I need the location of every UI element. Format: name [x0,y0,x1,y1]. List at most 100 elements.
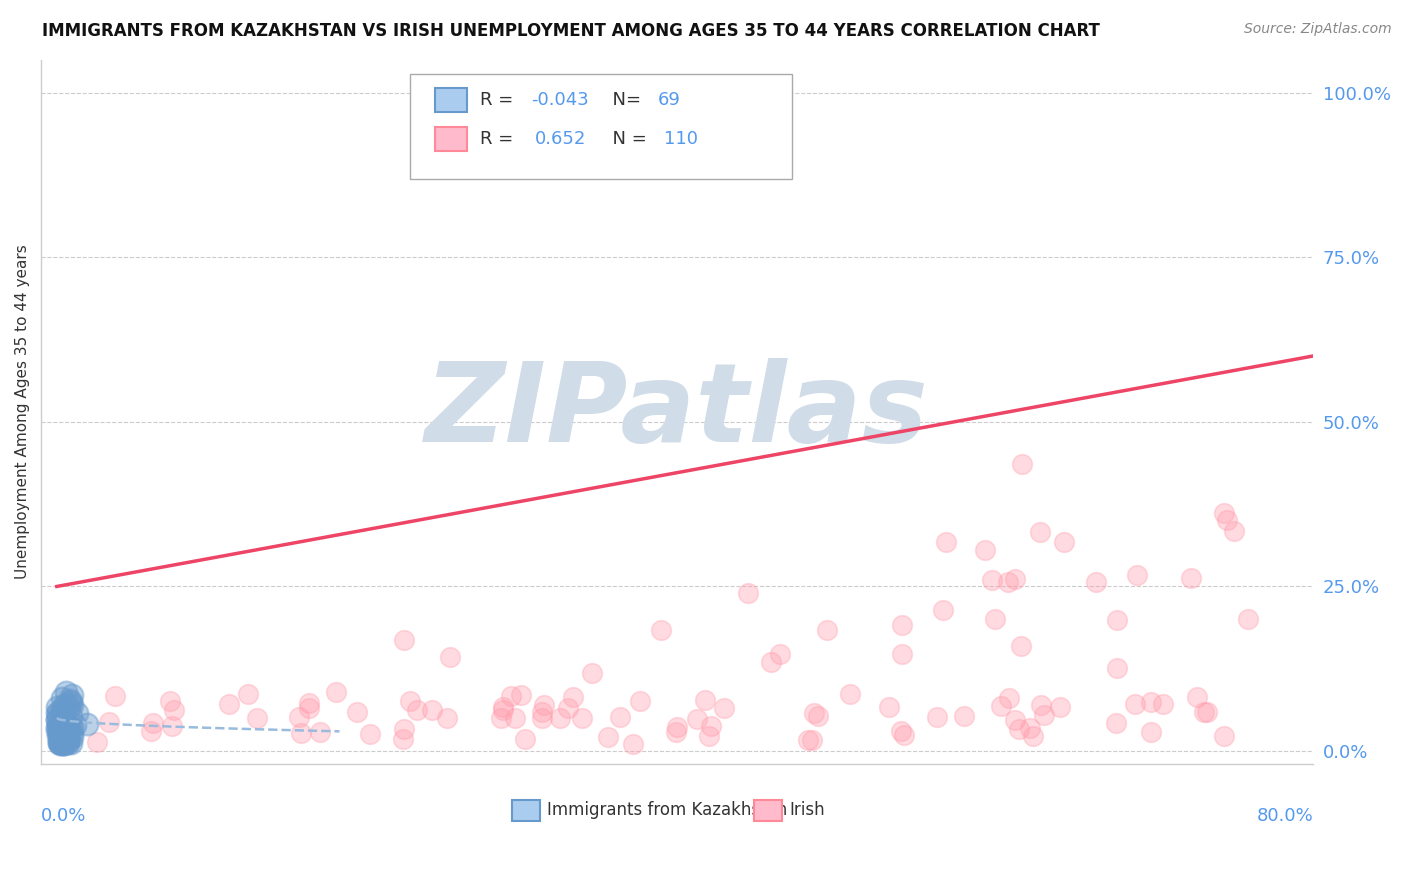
Point [530,711,553,725]
Point [934,535,956,549]
Point [51,690,73,705]
Point [53,734,76,748]
Point [51,737,73,751]
Point [49,720,72,734]
Point [1140,695,1163,709]
Text: 110: 110 [665,129,699,147]
Point [550,711,572,725]
Point [159,694,181,708]
Point [52,731,75,746]
Point [1197,706,1219,720]
Point [76,717,98,731]
Point [290,726,312,740]
Point [236,687,259,701]
Point [56,718,79,732]
Point [890,724,912,739]
Point [974,543,997,558]
Point [1140,725,1163,739]
Point [621,737,644,751]
Point [51,722,73,736]
Point [139,724,162,739]
Point [346,705,368,719]
Point [142,716,165,731]
Point [1152,697,1174,711]
Point [53,731,76,746]
Point [439,649,461,664]
Point [51,729,73,743]
Point [53,727,76,741]
Point [104,689,127,703]
Point [1180,571,1202,585]
Point [392,732,415,747]
Text: ZIPatlas: ZIPatlas [426,359,929,466]
Point [52,698,75,712]
Point [759,655,782,669]
Point [697,730,720,744]
Point [1212,730,1234,744]
Point [1029,698,1052,712]
Point [359,727,381,741]
Point [51,702,73,716]
Point [60,725,83,739]
Point [53,723,76,738]
Point [509,689,531,703]
Point [650,624,672,638]
Point [1126,568,1149,582]
Point [505,711,527,725]
Point [1237,612,1260,626]
Point [891,617,914,632]
Point [630,694,652,708]
Point [46,706,69,720]
Point [298,696,321,710]
Point [562,690,585,704]
Point [932,602,955,616]
Point [55,723,77,738]
Point [246,711,269,725]
Point [46,718,69,732]
Point [1223,524,1246,538]
Point [56,731,79,746]
Point [49,729,72,743]
Point [398,694,420,708]
Point [52,737,75,751]
Point [686,713,709,727]
Point [59,693,82,707]
Text: N =: N = [600,129,652,147]
Point [52,734,75,748]
FancyBboxPatch shape [436,87,467,112]
Point [58,722,80,736]
Point [62,688,84,702]
Point [492,699,515,714]
Text: Source: ZipAtlas.com: Source: ZipAtlas.com [1244,22,1392,37]
Point [59,736,82,750]
Y-axis label: Unemployment Among Ages 35 to 44 years: Unemployment Among Ages 35 to 44 years [15,244,30,579]
Point [406,703,429,717]
Point [1125,697,1147,711]
Point [53,737,76,751]
Point [797,733,820,747]
Point [394,632,416,647]
Point [700,719,723,733]
Point [63,718,86,732]
Point [499,690,522,704]
Point [737,586,759,600]
Point [1213,506,1236,520]
Point [1216,512,1239,526]
Point [806,708,828,723]
Point [49,726,72,740]
Point [288,710,311,724]
Point [58,732,80,747]
Point [893,728,915,742]
Point [51,712,73,726]
Point [1022,729,1045,743]
Point [769,647,792,661]
Point [1049,700,1071,714]
Point [803,706,825,720]
Text: -0.043: -0.043 [531,91,589,109]
Point [1105,613,1128,627]
Point [581,666,603,681]
Point [46,723,69,737]
FancyBboxPatch shape [512,799,540,821]
Point [665,720,688,734]
Point [1107,661,1129,675]
